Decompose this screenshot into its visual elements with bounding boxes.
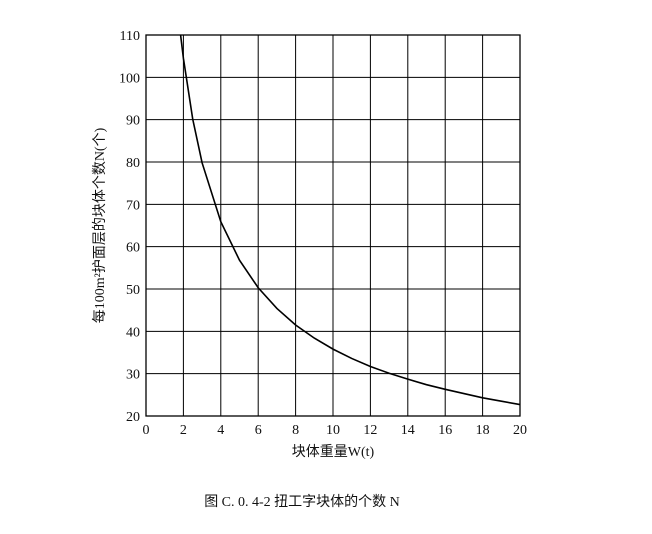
x-axis-label: 块体重量W(t) (292, 444, 375, 460)
x-tick-label: 12 (363, 423, 377, 438)
y-tick-label: 20 (126, 410, 140, 425)
y-tick-label: 60 (126, 241, 140, 256)
y-tick-label: 100 (119, 71, 140, 86)
y-tick-label: 80 (126, 156, 140, 171)
y-tick-label: 40 (126, 325, 140, 340)
y-tick-label: 50 (126, 283, 140, 298)
y-tick-label: 30 (126, 368, 140, 383)
series-line (179, 34, 521, 406)
y-tick-label: 110 (120, 29, 140, 44)
x-tick-label: 16 (438, 423, 452, 438)
x-tick-label: 0 (143, 423, 150, 438)
x-tick-label: 4 (217, 423, 224, 438)
y-tick-label: 90 (126, 114, 140, 129)
plot-frame (145, 34, 521, 417)
y-axis-label: 每100m²护面层的块体个数N(个) (92, 127, 108, 323)
x-tick-label: 20 (513, 423, 527, 438)
y-axis-ticks: 20 30 40 50 60 70 80 90 100 110 (119, 29, 140, 425)
x-tick-label: 8 (292, 423, 299, 438)
x-tick-label: 10 (326, 423, 340, 438)
x-tick-label: 18 (476, 423, 490, 438)
x-axis-ticks: 0 2 4 6 8 10 12 14 16 18 20 (143, 423, 528, 438)
grid (145, 34, 521, 417)
x-tick-label: 2 (180, 423, 187, 438)
y-tick-label: 70 (126, 198, 140, 213)
figure-caption: 图 C. 0. 4-2 扭工字块体的个数 N (204, 494, 400, 510)
x-tick-label: 6 (255, 423, 262, 438)
x-tick-label: 14 (401, 423, 415, 438)
